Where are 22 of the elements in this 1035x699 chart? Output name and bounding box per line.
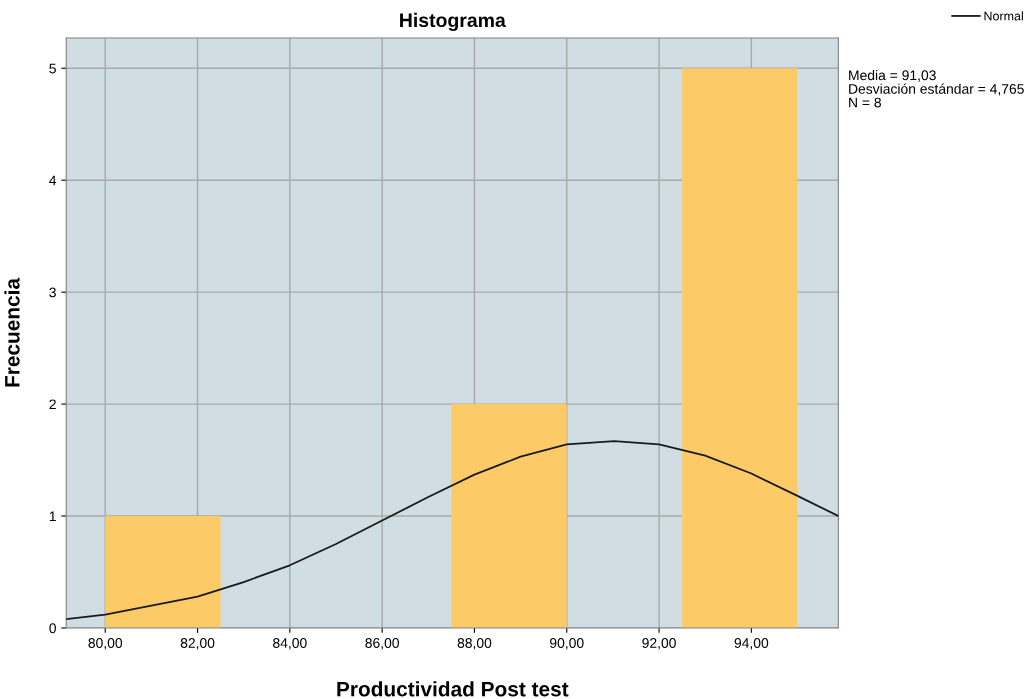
y-tick-label: 5 — [49, 63, 56, 74]
x-tick-label: 80,00 — [88, 638, 123, 650]
x-tick-label: 88,00 — [457, 638, 492, 650]
y-tick-label: 1 — [49, 511, 56, 522]
x-tick-label: 90,00 — [550, 638, 584, 650]
x-tick-label: 82,00 — [180, 638, 215, 650]
x-tick-label: 94,00 — [734, 638, 769, 650]
y-tick-label: 4 — [49, 175, 57, 186]
line-series — [66, 440, 839, 620]
y-tick-label: 2 — [49, 399, 56, 410]
chart-title: Histograma — [400, 12, 506, 32]
text: Desviación estándar = 4,765 — [849, 83, 1024, 96]
x-tick-label: 92,00 — [642, 638, 676, 650]
y-axis-title: Frecuencia — [4, 277, 20, 387]
text: N = 8 — [849, 97, 881, 108]
x-tick-label: 84,00 — [273, 638, 307, 650]
text: Media = 91,03 — [849, 70, 936, 82]
x-axis-title: Productividad Post test — [337, 681, 569, 697]
y-tick-label: 3 — [49, 287, 56, 298]
legend-label: Normal — [984, 11, 1023, 21]
y-tick-label: 0 — [49, 623, 56, 634]
x-tick-label: 86,00 — [365, 638, 399, 650]
